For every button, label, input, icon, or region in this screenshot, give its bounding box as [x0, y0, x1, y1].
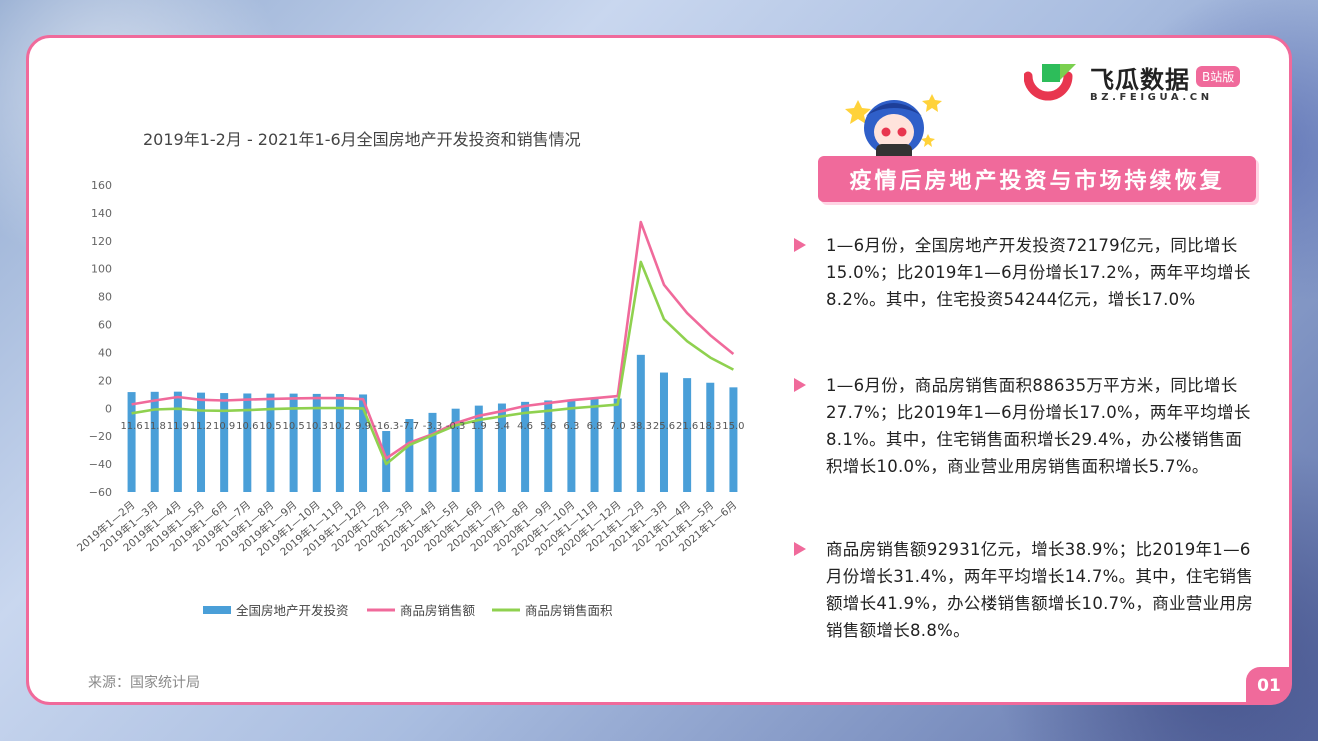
bar-data-label: 10.5 [259, 421, 281, 432]
bullet-text: 1—6月份，全国房地产开发投资72179亿元，同比增长15.0%；比2019年1… [826, 236, 1251, 309]
bar-data-label: 11.2 [190, 421, 212, 432]
bar-data-label: 21.6 [676, 421, 698, 432]
y-tick-label: 60 [98, 319, 112, 332]
bar [173, 391, 182, 492]
bar [474, 405, 483, 492]
y-tick-label: 0 [105, 402, 112, 415]
bar-data-label: 6.8 [587, 421, 603, 432]
bar [451, 408, 460, 492]
legend-label: 全国房地产开发投资 [236, 603, 349, 618]
bar-data-label: 9.9 [355, 421, 371, 432]
brand-badge: B站版 [1196, 66, 1241, 87]
bar-data-label: 6.3 [563, 421, 579, 432]
bar-data-label: 3.4 [494, 421, 510, 432]
bar [428, 412, 437, 492]
bar [497, 403, 506, 492]
bar-data-label: 5.6 [540, 421, 556, 432]
chart-title: 2019年1-2月 - 2021年1-6月全国房地产开发投资和销售情况 [143, 130, 581, 149]
brand-url: BZ.FEIGUA.CN [1090, 92, 1213, 103]
y-tick-label: 20 [98, 374, 112, 387]
bar [335, 394, 344, 492]
bar-data-label: 1.9 [471, 421, 487, 432]
bar-data-label: 11.6 [120, 421, 142, 432]
bar [590, 398, 599, 492]
bar [659, 372, 668, 492]
sales-area-line [131, 260, 734, 466]
bar [521, 401, 530, 492]
bar [197, 392, 206, 492]
triangle-bullet-icon [794, 542, 806, 556]
bar [266, 393, 275, 492]
y-tick-label: 80 [98, 291, 112, 304]
bar [683, 378, 692, 492]
bar-data-label: 11.8 [144, 421, 166, 432]
y-tick-label: 120 [91, 235, 112, 248]
bar [405, 419, 414, 492]
bar-data-label: 10.2 [329, 421, 351, 432]
y-tick-label: 100 [91, 263, 112, 276]
section-banner: 疫情后房地产投资与市场持续恢复 [818, 156, 1256, 202]
legend-label: 商品房销售面积 [525, 603, 613, 618]
y-tick-label: −20 [89, 430, 112, 443]
brand-title: 飞瓜数据 [1090, 66, 1190, 94]
bar [706, 382, 715, 492]
bar-data-label: 10.9 [213, 421, 235, 432]
bar-data-label: -7.7 [400, 421, 420, 432]
triangle-bullet-icon [794, 378, 806, 392]
bar-data-label: 38.3 [630, 421, 652, 432]
bar [359, 394, 368, 492]
bar-data-label: 18.3 [699, 421, 721, 432]
bar [289, 393, 298, 492]
bullet-text: 商品房销售额92931亿元，增长38.9%；比2019年1—6月份增长31.4%… [826, 540, 1254, 640]
feigua-logo-icon [1024, 64, 1076, 101]
legend-label: 商品房销售额 [400, 603, 476, 618]
bar-data-label: 10.3 [306, 421, 328, 432]
mascot-image [845, 94, 942, 162]
bar-data-label: -16.3 [373, 421, 399, 432]
content-card [26, 35, 1292, 705]
bar [729, 387, 738, 492]
bar-data-label: 15.0 [722, 421, 744, 432]
bar-data-label: -0.3 [446, 421, 466, 432]
bar-data-label: 11.9 [167, 421, 189, 432]
bar-data-label: 25.6 [653, 421, 675, 432]
bar-data-label: 10.5 [282, 421, 304, 432]
bar-data-label: 10.6 [236, 421, 258, 432]
bar [613, 398, 622, 492]
y-tick-label: −40 [89, 458, 112, 471]
legend-swatch-bar [203, 606, 231, 614]
bar-data-label: 7.0 [610, 421, 626, 432]
bar [544, 400, 553, 492]
bar [220, 393, 229, 492]
bullet-text: 1—6月份，商品房销售面积88635万平方米，同比增长27.7%；比2019年1… [826, 376, 1251, 476]
triangle-bullet-icon [794, 238, 806, 252]
bar-data-label: 4.6 [517, 421, 533, 432]
source-note: 来源：国家统计局 [88, 675, 200, 691]
bar [312, 393, 321, 492]
bar [636, 354, 645, 492]
bar [150, 391, 159, 492]
bar [243, 393, 252, 492]
bar [127, 392, 136, 492]
y-tick-label: −60 [89, 486, 112, 499]
y-tick-label: 140 [91, 207, 112, 220]
y-tick-label: 40 [98, 346, 112, 359]
y-tick-label: 160 [91, 179, 112, 192]
brand-logo[interactable]: 飞瓜数据 B站版 BZ.FEIGUA.CN [1024, 62, 1256, 108]
bar [567, 399, 576, 492]
page-number: 01 [1246, 667, 1292, 705]
bar-data-label: -3.3 [423, 421, 443, 432]
